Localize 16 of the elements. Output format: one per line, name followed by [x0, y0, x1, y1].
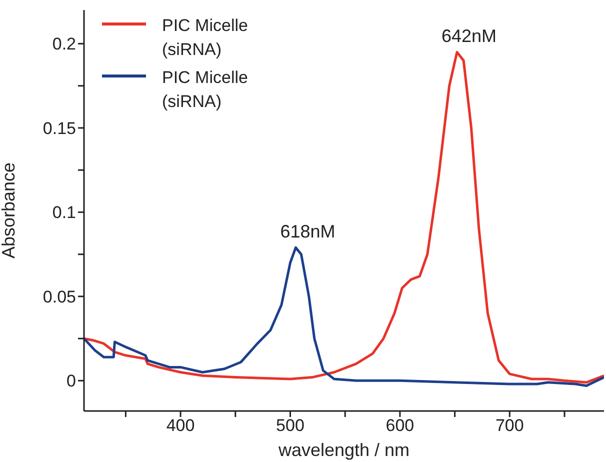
x-tick-label: 500: [276, 416, 304, 436]
x-tick-label: 700: [495, 416, 524, 436]
y-tick-label: 0.05: [42, 287, 76, 306]
legend-label: PIC Micelle (siRNA): [162, 67, 248, 113]
x-tick-label: 400: [166, 416, 195, 436]
y-tick-label: 0.15: [42, 118, 76, 138]
x-axis-title: wavelength / nm: [277, 440, 410, 460]
legend-label: PIC Micelle (siRNA): [162, 15, 248, 61]
annotation: 642nM: [441, 26, 497, 46]
y-axis-title: Absorbance: [0, 162, 18, 259]
y-tick-label: 0.1: [52, 203, 76, 222]
y-tick-label: 0.2: [52, 34, 76, 54]
line-series: [84, 246, 604, 387]
y-tick-label: 0: [66, 372, 76, 391]
x-tick-label: 600: [386, 416, 414, 436]
annotation: 618nM: [280, 222, 336, 242]
